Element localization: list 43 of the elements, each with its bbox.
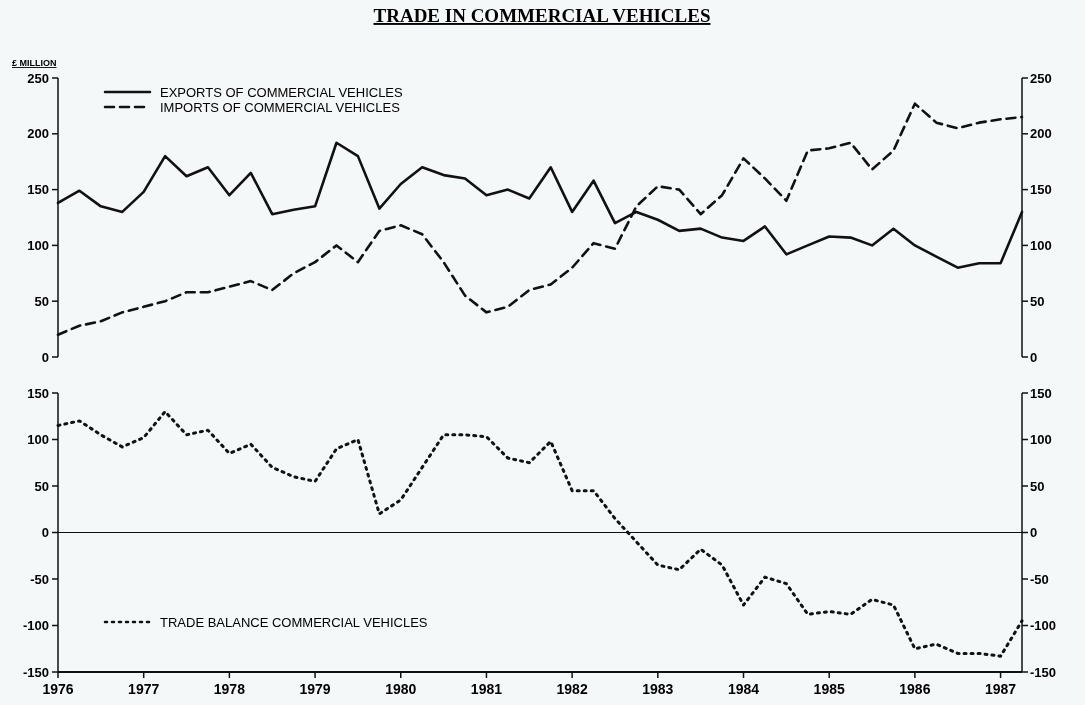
x-tick-label: 1979 [299, 681, 331, 697]
y-tick-label: 150 [27, 182, 49, 198]
y-tick-label: 50 [34, 293, 49, 309]
y2-tick-label: 0 [1030, 349, 1038, 365]
y-tick-label: 50 [34, 478, 49, 494]
x-tick-label: 1977 [128, 681, 160, 697]
legend-label: TRADE BALANCE COMMERCIAL VEHICLES [160, 614, 428, 630]
x-tick-label: 1982 [556, 681, 588, 697]
y2-tick-label: 50 [1030, 293, 1045, 309]
x-tick-label: 1987 [985, 681, 1017, 697]
y-tick-label: -50 [30, 571, 49, 587]
y2-tick-label: 100 [1030, 432, 1052, 448]
y-tick-label: 0 [41, 349, 49, 365]
x-tick-label: 1983 [642, 681, 674, 697]
y2-tick-label: 250 [1030, 70, 1052, 86]
x-tick-label: 1978 [213, 681, 246, 697]
y-tick-label: 100 [27, 432, 49, 448]
x-tick-label: 1981 [470, 681, 503, 697]
y2-tick-label: -50 [1030, 571, 1049, 587]
legend-label: EXPORTS OF COMMERCIAL VEHICLES [160, 84, 404, 100]
y2-tick-label: 200 [1030, 126, 1052, 142]
x-tick-label: 1985 [813, 681, 845, 697]
y-tick-label: -100 [22, 618, 49, 634]
y2-tick-label: 50 [1030, 478, 1045, 494]
x-tick-label: 1976 [42, 681, 74, 697]
y-tick-label: 100 [27, 237, 49, 253]
y-tick-label: 150 [27, 385, 49, 401]
y2-tick-label: 150 [1030, 385, 1052, 401]
y2-tick-label: 100 [1030, 237, 1052, 253]
y2-tick-label: -150 [1030, 664, 1057, 680]
y2-tick-label: 0 [1030, 525, 1038, 541]
y-axis-title: £ MILLION [12, 58, 57, 68]
y2-tick-label: 150 [1030, 182, 1052, 198]
x-tick-label: 1986 [899, 681, 931, 697]
x-tick-label: 1980 [385, 681, 417, 697]
legend-label: IMPORTS OF COMMERCIAL VEHICLES [160, 99, 401, 115]
chart-title: TRADE IN COMMERCIAL VEHICLES [373, 5, 711, 26]
y-tick-label: 0 [41, 525, 49, 541]
y-tick-label: 200 [27, 126, 49, 142]
y-tick-label: 250 [27, 70, 49, 86]
x-tick-label: 1984 [727, 681, 760, 697]
y-tick-label: -150 [22, 664, 49, 680]
y2-tick-label: -100 [1030, 618, 1057, 634]
